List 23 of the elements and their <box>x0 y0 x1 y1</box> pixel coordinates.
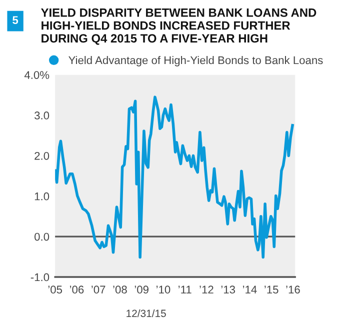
y-tick-label: -1.0 <box>30 273 50 282</box>
y-tick-label: 4.0% <box>24 71 50 79</box>
x-tick-label: ’06 <box>70 286 84 294</box>
line-series <box>55 96 294 259</box>
text: 5 <box>12 16 18 24</box>
text: 12/31/15 <box>126 309 166 318</box>
x-tick-label: ’07 <box>92 286 106 294</box>
legend-label: Yield Advantage of High-Yield Bonds to Bank Loans <box>68 56 323 66</box>
x-tick-label: ’10 <box>156 286 170 294</box>
x-tick-label: ’08 <box>113 286 127 294</box>
x-tick-label: ’05 <box>48 286 62 294</box>
chart-title: YIELD DISPARITY BETWEEN BANK LOANS AND HIGH-YIELD BONDS INCREASED FURTHER DURING Q4 2015 TO A FIVE-YEAR HIGH <box>41 8 316 45</box>
y-tick-label: 1.0 <box>34 192 50 200</box>
x-tick-label: ’11 <box>178 286 192 294</box>
x-tick-label: ’16 <box>286 286 300 294</box>
x-tick-label: ’13 <box>221 286 236 294</box>
x-tick-label: ’12 <box>200 286 214 294</box>
y-tick-label: 0.0 <box>34 232 50 241</box>
y-tick-label: 3.0 <box>34 112 50 120</box>
y-tick-label: 2.0 <box>34 152 50 160</box>
x-tick-label: ’15 <box>264 286 278 294</box>
x-tick-label: ’09 <box>134 286 148 294</box>
x-tick-label: ’14 <box>242 286 257 294</box>
